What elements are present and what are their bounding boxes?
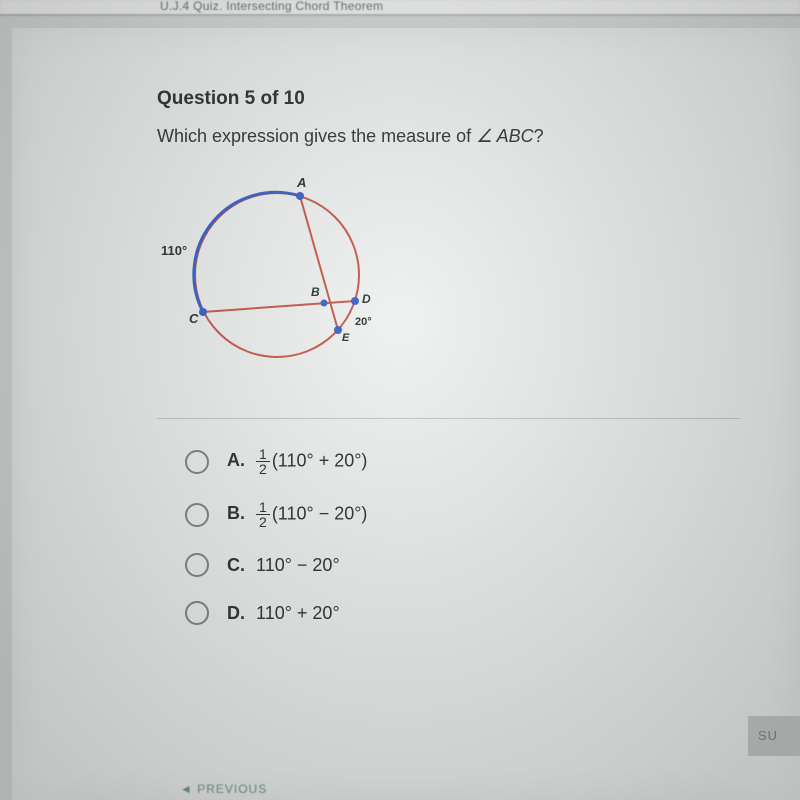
question-number: Question 5 of 10 <box>157 88 740 110</box>
previous-button[interactable]: ◄ PREVIOUS <box>180 782 267 796</box>
frac-num: 1 <box>256 447 270 462</box>
option-b-expr: (110° − 20°) <box>272 503 368 523</box>
fraction-half-icon: 1 2 <box>256 447 270 476</box>
label-c: C <box>189 311 199 326</box>
option-a-text: A. 1 2 (110° + 20°) <box>227 447 367 476</box>
question-sheet: Question 5 of 10 Which expression gives … <box>12 28 800 800</box>
option-a[interactable]: A. 1 2 (110° + 20°) <box>185 447 740 476</box>
point-d <box>351 297 359 305</box>
fraction-half-icon: 1 2 <box>256 500 270 529</box>
circle-diagram: A C B D E 110° 20° <box>157 165 417 385</box>
radio-c[interactable] <box>185 553 209 577</box>
submit-button[interactable]: SU <box>748 716 800 756</box>
arc-ac <box>194 192 300 312</box>
label-b: B <box>311 285 320 299</box>
chord-ae <box>300 196 338 330</box>
frac-den: 2 <box>256 462 270 476</box>
frac-num: 1 <box>256 500 270 515</box>
angle-abc: ∠ ABC <box>476 126 533 146</box>
radio-a[interactable] <box>185 450 209 474</box>
option-d-letter: D. <box>227 603 245 623</box>
divider <box>157 418 740 419</box>
option-b-text: B. 1 2 (110° − 20°) <box>227 500 367 529</box>
label-a: A <box>296 175 306 190</box>
point-e <box>334 326 342 334</box>
arc-20-label: 20° <box>355 316 372 328</box>
option-b[interactable]: B. 1 2 (110° − 20°) <box>185 500 740 529</box>
radio-b[interactable] <box>185 503 209 527</box>
option-d-expr: 110° + 20° <box>256 603 340 623</box>
option-c-text: C. 110° − 20° <box>227 555 340 576</box>
option-c-expr: 110° − 20° <box>256 555 340 575</box>
point-a <box>296 192 304 200</box>
option-c-letter: C. <box>227 555 245 575</box>
radio-d[interactable] <box>185 601 209 625</box>
arc-110-label: 110° <box>161 243 187 258</box>
option-a-letter: A. <box>227 450 245 470</box>
quiz-breadcrumb: U.J.4 Quiz. Intersecting Chord Theorem <box>0 0 800 16</box>
point-b <box>321 300 328 307</box>
option-b-letter: B. <box>227 503 245 523</box>
prompt-text: Which expression gives the measure of <box>157 126 476 146</box>
label-d: D <box>362 292 371 306</box>
main-circle <box>195 193 359 357</box>
question-prompt: Which expression gives the measure of ∠ … <box>157 126 740 147</box>
answer-options: A. 1 2 (110° + 20°) B. 1 2 (110° − 20°) <box>157 447 740 625</box>
frac-den: 2 <box>256 515 270 529</box>
point-c <box>199 308 207 316</box>
label-e: E <box>342 332 350 344</box>
option-d[interactable]: D. 110° + 20° <box>185 601 740 625</box>
option-c[interactable]: C. 110° − 20° <box>185 553 740 577</box>
option-a-expr: (110° + 20°) <box>272 450 368 470</box>
option-d-text: D. 110° + 20° <box>227 603 340 624</box>
prompt-qmark: ? <box>534 126 544 146</box>
